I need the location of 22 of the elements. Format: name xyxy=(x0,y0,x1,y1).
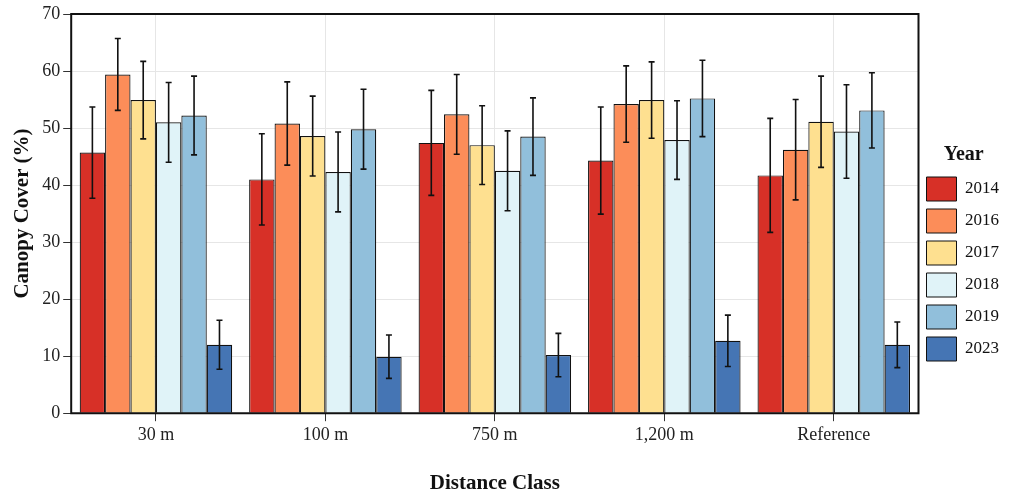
legend-label: 2019 xyxy=(965,306,999,326)
x-tick-label: 750 m xyxy=(472,423,518,444)
y-tick-label: 0 xyxy=(51,401,61,422)
legend-label: 2016 xyxy=(965,210,999,230)
y-tick-label: 20 xyxy=(42,287,61,308)
legend-title: Year xyxy=(943,142,984,165)
x-tick-label: Reference xyxy=(797,423,871,444)
y-tick-label: 60 xyxy=(42,59,61,80)
legend-label: 2018 xyxy=(965,274,999,294)
x-tick-label: 100 m xyxy=(302,423,349,444)
y-tick-label: 50 xyxy=(42,116,61,137)
x-axis-title: Distance Class xyxy=(429,469,560,494)
y-tick-label: 40 xyxy=(42,173,61,194)
y-tick-label: 10 xyxy=(42,344,61,365)
y-axis-title: Canopy Cover (%) xyxy=(9,128,34,299)
x-tick-label: 1,200 m xyxy=(634,423,694,444)
legend-label: 2023 xyxy=(965,338,999,358)
y-tick-label: 30 xyxy=(42,230,61,251)
legend-label: 2014 xyxy=(965,178,1000,198)
legend-label: 2017 xyxy=(965,242,1000,262)
y-tick-label: 70 xyxy=(42,2,61,23)
x-tick-label: 30 m xyxy=(137,423,175,444)
